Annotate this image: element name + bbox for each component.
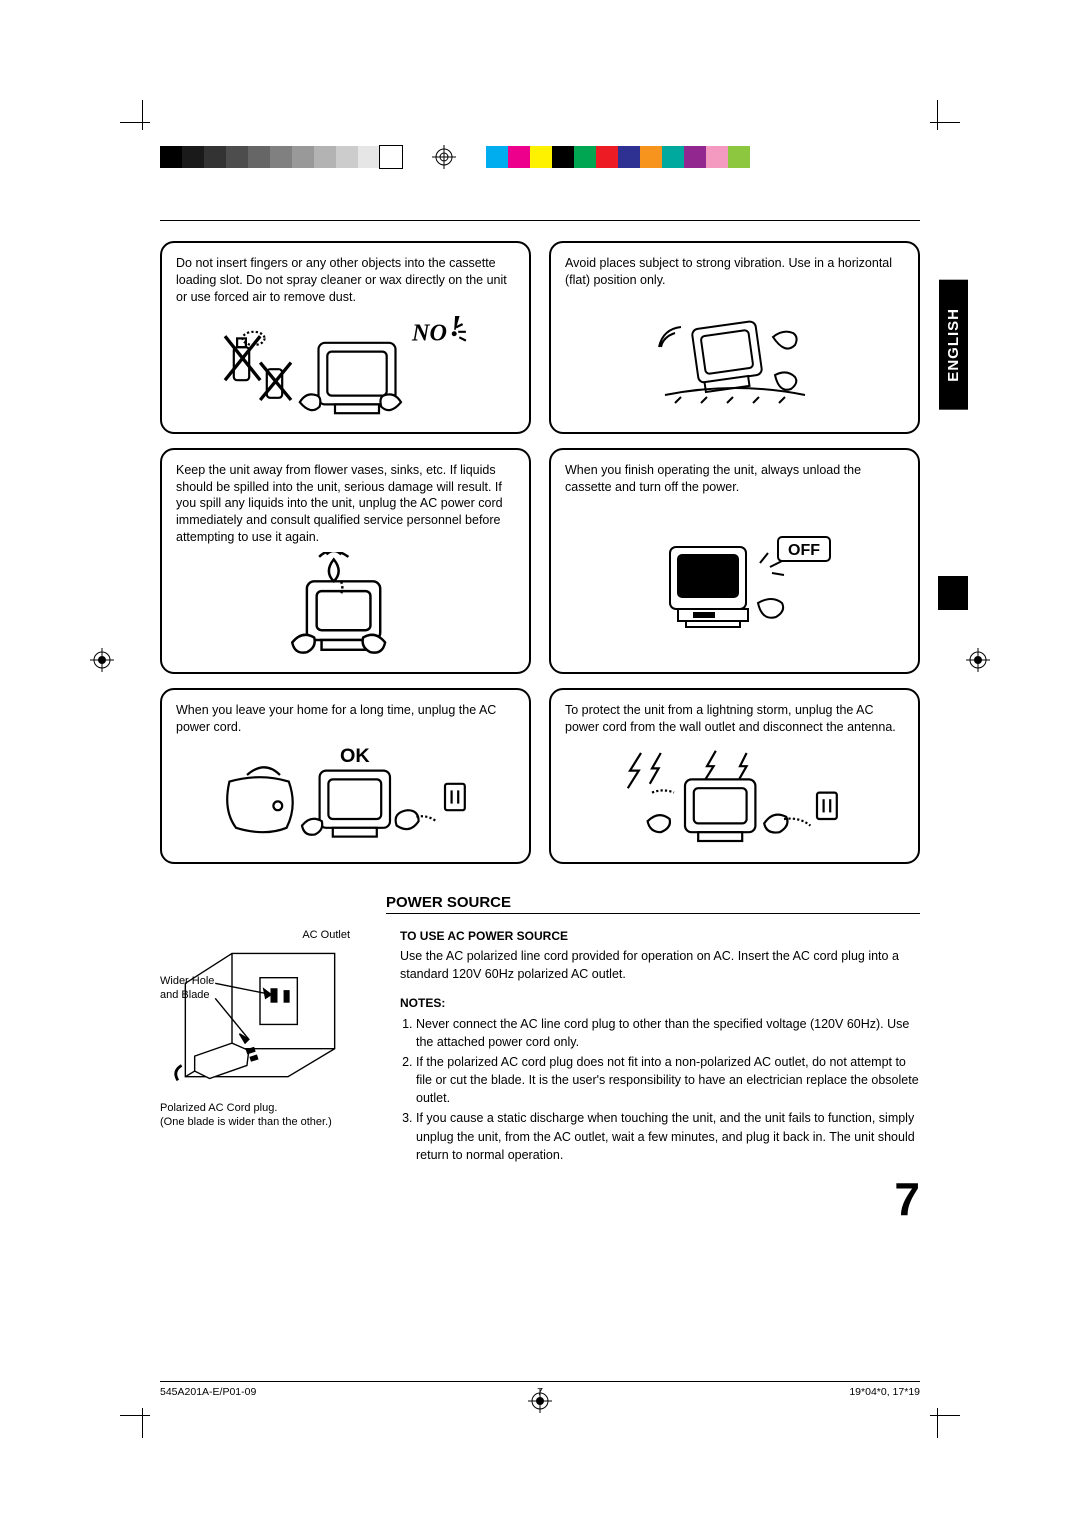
color-swatch	[662, 146, 684, 168]
gray-swatch	[380, 146, 402, 168]
note-item: If you cause a static discharge when tou…	[416, 1109, 920, 1163]
footer-mid: 7	[537, 1386, 543, 1398]
panel-text: To protect the unit from a lightning sto…	[565, 702, 904, 736]
panel-illustration: NO !	[176, 312, 515, 422]
gray-swatch	[160, 146, 182, 168]
crop-mark	[930, 1408, 960, 1438]
gray-swatch	[358, 146, 380, 168]
safety-panels: Do not insert fingers or any other objec…	[160, 241, 920, 864]
panel-off: When you finish operating the unit, alwa…	[549, 448, 920, 674]
gray-swatch	[336, 146, 358, 168]
gray-swatch	[314, 146, 336, 168]
panel-illustration: OFF	[565, 501, 904, 662]
crop-mark	[120, 100, 150, 130]
panel-text: When you finish operating the unit, alwa…	[565, 462, 904, 496]
panel-text: Do not insert fingers or any other objec…	[176, 255, 515, 306]
power-source-section: AC Outlet	[160, 928, 920, 1166]
color-swatch	[706, 146, 728, 168]
crop-mark	[120, 1408, 150, 1438]
registration-mark-icon	[90, 648, 114, 672]
panel-liquids: Keep the unit away from flower vases, si…	[160, 448, 531, 674]
note-item: Never connect the AC line cord plug to o…	[416, 1015, 920, 1051]
power-para: Use the AC polarized line cord provided …	[400, 947, 920, 983]
print-footer: 545A201A-E/P01-09 7 19*04*0, 17*19	[160, 1381, 920, 1398]
footer-right: 19*04*0, 17*19	[849, 1386, 920, 1398]
crop-mark	[930, 100, 960, 130]
page-content: ENGLISH Do not insert fingers or any oth…	[160, 220, 920, 1166]
language-tab: ENGLISH	[939, 280, 968, 410]
no-text: NO	[411, 319, 447, 346]
wider-hole-label: Wider Hole and Blade	[160, 974, 230, 1003]
color-swatch	[728, 146, 750, 168]
color-swatch	[640, 146, 662, 168]
color-swatch	[618, 146, 640, 168]
off-text: OFF	[788, 542, 820, 559]
page-number: 7	[894, 1172, 920, 1226]
gray-swatch	[270, 146, 292, 168]
gray-swatch	[182, 146, 204, 168]
gray-swatch	[204, 146, 226, 168]
panel-no-insert: Do not insert fingers or any other objec…	[160, 241, 531, 434]
ok-text: OK	[339, 745, 369, 767]
ac-outlet-label: AC Outlet	[160, 928, 380, 942]
panel-lightning: To protect the unit from a lightning sto…	[549, 688, 920, 864]
panel-vibration: Avoid places subject to strong vibration…	[549, 241, 920, 434]
panel-text: Keep the unit away from flower vases, si…	[176, 462, 515, 546]
panel-text: Avoid places subject to strong vibration…	[565, 255, 904, 289]
registration-mark-icon	[966, 648, 990, 672]
panel-illustration	[565, 295, 904, 422]
gray-swatch	[248, 146, 270, 168]
panel-unplug-leave: When you leave your home for a long time…	[160, 688, 531, 864]
notes-list: Never connect the AC line cord plug to o…	[400, 1015, 920, 1164]
color-swatch	[596, 146, 618, 168]
power-text: TO USE AC POWER SOURCE Use the AC polari…	[400, 928, 920, 1166]
top-rule	[160, 220, 920, 221]
notes-heading: NOTES:	[400, 995, 920, 1012]
color-swatch	[486, 146, 508, 168]
panel-text: When you leave your home for a long time…	[176, 702, 515, 736]
gray-swatch	[226, 146, 248, 168]
outlet-diagram	[160, 946, 360, 1086]
note-item: If the polarized AC cord plug does not f…	[416, 1053, 920, 1107]
footer-left: 545A201A-E/P01-09	[160, 1386, 256, 1398]
panel-illustration: OK	[176, 742, 515, 852]
print-color-bar	[160, 145, 750, 169]
color-swatch	[684, 146, 706, 168]
gray-swatch	[292, 146, 314, 168]
plug-caption: Polarized AC Cord plug. (One blade is wi…	[160, 1101, 380, 1130]
section-title: POWER SOURCE	[386, 894, 920, 914]
registration-mark-icon	[432, 145, 456, 169]
color-swatch	[508, 146, 530, 168]
panel-illustration	[565, 742, 904, 852]
power-figure: AC Outlet	[160, 928, 380, 1166]
panel-illustration	[176, 552, 515, 662]
color-swatch	[574, 146, 596, 168]
color-swatch	[530, 146, 552, 168]
subheading: TO USE AC POWER SOURCE	[400, 928, 920, 945]
color-swatch	[552, 146, 574, 168]
index-block	[938, 576, 968, 610]
